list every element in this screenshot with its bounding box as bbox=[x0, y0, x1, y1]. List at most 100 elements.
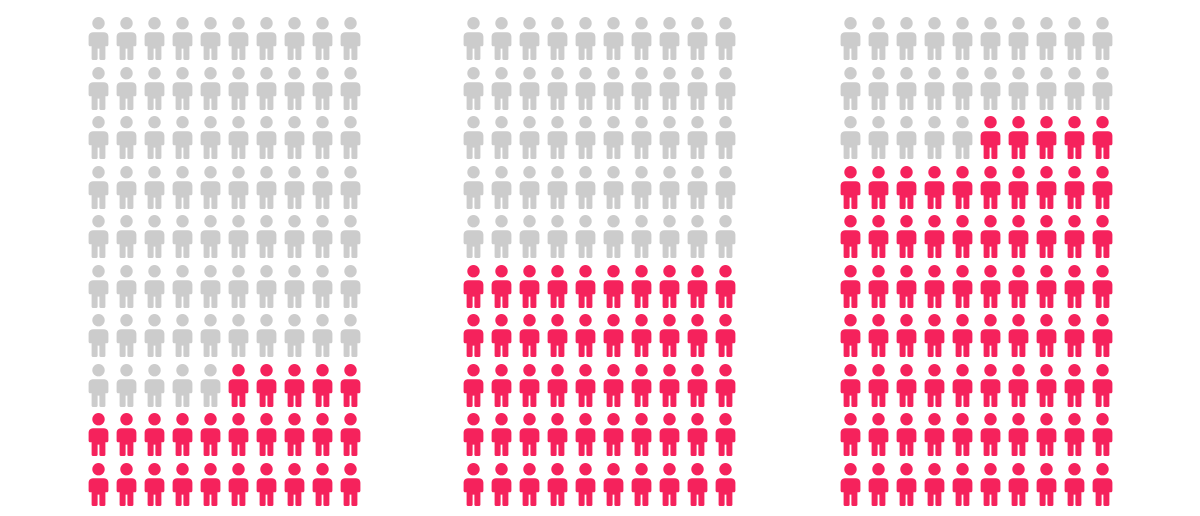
person-icon bbox=[1064, 264, 1085, 308]
pictogram-icon-filled bbox=[1064, 264, 1092, 309]
pictogram-icon-filled bbox=[284, 363, 312, 408]
pictogram-icon-filled bbox=[256, 462, 284, 507]
person-icon bbox=[1008, 66, 1029, 110]
pictogram-icon-filled bbox=[631, 264, 659, 309]
person-icon bbox=[1092, 17, 1113, 60]
pictogram-row bbox=[840, 66, 1120, 111]
pictogram-row bbox=[463, 165, 743, 210]
pictogram-icon-empty bbox=[116, 17, 144, 61]
person-icon bbox=[715, 17, 736, 60]
person-icon bbox=[840, 165, 861, 209]
pictogram-group-1 bbox=[88, 0, 368, 516]
pictogram-icon-filled bbox=[144, 413, 172, 457]
pictogram-icon-empty bbox=[200, 314, 228, 358]
pictogram-icon-empty bbox=[256, 116, 284, 160]
person-icon bbox=[116, 264, 137, 308]
pictogram-icon-filled bbox=[547, 413, 575, 457]
person-icon bbox=[603, 116, 624, 159]
pictogram-icon-empty bbox=[284, 264, 312, 309]
pictogram-icon-filled bbox=[1064, 165, 1092, 210]
person-icon bbox=[519, 215, 540, 258]
person-icon bbox=[312, 116, 333, 159]
pictogram-icon-filled bbox=[659, 363, 687, 408]
person-icon bbox=[1092, 165, 1113, 209]
pictogram-icon-empty bbox=[256, 66, 284, 111]
person-icon bbox=[228, 314, 249, 357]
person-icon bbox=[228, 165, 249, 209]
pictogram-icon-filled bbox=[687, 363, 715, 408]
person-icon bbox=[715, 413, 736, 456]
person-icon bbox=[88, 17, 109, 60]
person-icon bbox=[491, 66, 512, 110]
person-icon bbox=[603, 215, 624, 258]
pictogram-icon-empty bbox=[172, 66, 200, 111]
pictogram-row bbox=[463, 264, 743, 309]
pictogram-row bbox=[840, 314, 1120, 358]
person-icon bbox=[715, 66, 736, 110]
pictogram-row bbox=[463, 66, 743, 111]
person-icon bbox=[144, 66, 165, 110]
person-icon bbox=[603, 462, 624, 506]
pictogram-icon-empty bbox=[1008, 66, 1036, 111]
person-icon bbox=[547, 363, 568, 407]
person-icon bbox=[868, 116, 889, 159]
person-icon bbox=[228, 264, 249, 308]
person-icon bbox=[116, 363, 137, 407]
pictogram-icon-filled bbox=[172, 462, 200, 507]
pictogram-row bbox=[463, 363, 743, 408]
pictogram-icon-empty bbox=[1092, 66, 1120, 111]
pictogram-icon-filled bbox=[980, 462, 1008, 507]
person-icon bbox=[575, 215, 596, 258]
pictogram-icon-empty bbox=[715, 17, 743, 61]
person-icon bbox=[88, 363, 109, 407]
person-icon bbox=[228, 363, 249, 407]
person-icon bbox=[312, 363, 333, 407]
person-icon bbox=[256, 17, 277, 60]
person-icon bbox=[144, 363, 165, 407]
person-icon bbox=[200, 215, 221, 258]
pictogram-icon-empty bbox=[519, 215, 547, 259]
pictogram-row bbox=[88, 314, 368, 358]
pictogram-icon-empty bbox=[88, 363, 116, 408]
person-icon bbox=[575, 116, 596, 159]
pictogram-icon-empty bbox=[463, 116, 491, 160]
person-icon bbox=[980, 413, 1001, 456]
person-icon bbox=[1092, 363, 1113, 407]
person-icon bbox=[228, 215, 249, 258]
pictogram-icon-filled bbox=[144, 462, 172, 507]
pictogram-icon-empty bbox=[200, 17, 228, 61]
pictogram-icon-empty bbox=[519, 17, 547, 61]
pictogram-icon-filled bbox=[896, 363, 924, 408]
pictogram-row bbox=[88, 17, 368, 61]
person-icon bbox=[116, 215, 137, 258]
person-icon bbox=[575, 165, 596, 209]
person-icon bbox=[172, 363, 193, 407]
person-icon bbox=[116, 116, 137, 159]
person-icon bbox=[631, 66, 652, 110]
person-icon bbox=[952, 66, 973, 110]
person-icon bbox=[1064, 165, 1085, 209]
pictogram-icon-empty bbox=[88, 215, 116, 259]
pictogram-icon-empty bbox=[687, 116, 715, 160]
person-icon bbox=[1092, 116, 1113, 159]
pictogram-icon-empty bbox=[284, 165, 312, 210]
person-icon bbox=[1036, 116, 1057, 159]
pictogram-icon-empty bbox=[547, 66, 575, 111]
pictogram-icon-empty bbox=[340, 215, 368, 259]
pictogram-icon-empty bbox=[144, 165, 172, 210]
person-icon bbox=[896, 314, 917, 357]
person-icon bbox=[868, 363, 889, 407]
person-icon bbox=[659, 413, 680, 456]
pictogram-icon-empty bbox=[896, 116, 924, 160]
pictogram-icon-filled bbox=[868, 462, 896, 507]
person-icon bbox=[116, 66, 137, 110]
pictogram-icon-empty bbox=[88, 165, 116, 210]
pictogram-icon-filled bbox=[575, 264, 603, 309]
person-icon bbox=[200, 66, 221, 110]
person-icon bbox=[491, 314, 512, 357]
person-icon bbox=[1036, 66, 1057, 110]
pictogram-icon-filled bbox=[1064, 314, 1092, 358]
person-icon bbox=[952, 264, 973, 308]
pictogram-icon-empty bbox=[144, 215, 172, 259]
person-icon bbox=[687, 17, 708, 60]
